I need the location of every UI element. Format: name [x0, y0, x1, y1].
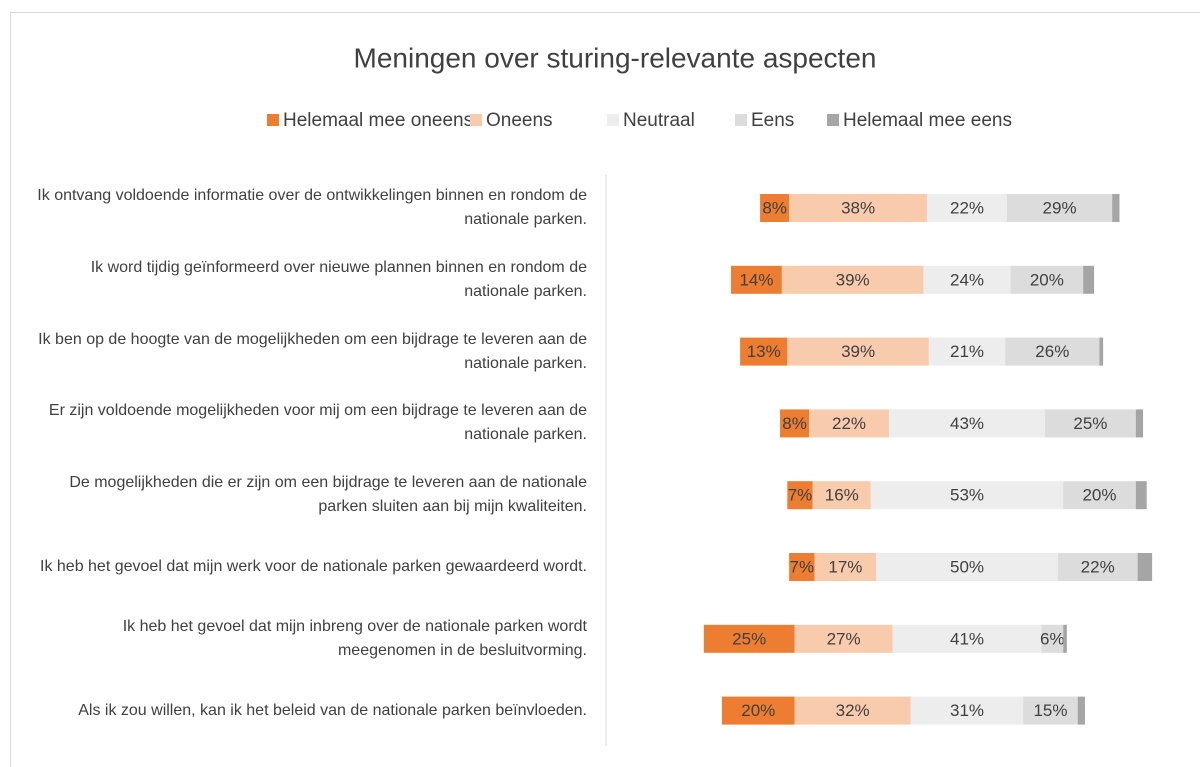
- data-label: 15%: [1033, 701, 1067, 720]
- legend-swatch: [735, 114, 747, 126]
- legend-swatch: [607, 114, 619, 126]
- data-label: 20%: [741, 701, 775, 720]
- data-label: 50%: [950, 557, 984, 576]
- bar-segment: [809, 409, 889, 438]
- category-label: De mogelijkheden die er zijn om een bijd…: [69, 474, 587, 516]
- bar-segment: [760, 194, 790, 222]
- category-label: Ik ben op de hoogte van de mogelijkheden…: [38, 330, 587, 372]
- bar-segment: [1063, 624, 1067, 653]
- category-label: Ik word tijdig geïnformeerd over nieuwe …: [90, 258, 587, 300]
- data-label: 41%: [950, 629, 984, 648]
- bar-segment: [814, 553, 877, 581]
- bar-segment: [892, 624, 1042, 653]
- bar-segment: [794, 696, 911, 725]
- category-label: Als ik zou willen, kan ik het beleid van…: [78, 701, 587, 719]
- data-label: 22%: [1081, 557, 1115, 576]
- bar-segment: [1077, 696, 1085, 725]
- bar-segment: [812, 481, 871, 510]
- category-label: Ik heb het gevoel dat mijn werk voor de …: [40, 558, 587, 575]
- bar-segment: [1135, 409, 1144, 438]
- category-label: Ik heb het gevoel dat mijn inbreng over …: [122, 617, 587, 659]
- data-label: 21%: [950, 342, 984, 361]
- legend-swatch: [827, 114, 839, 126]
- data-label: 25%: [732, 629, 766, 648]
- data-label: 6%: [1040, 629, 1065, 648]
- data-label: 32%: [836, 701, 870, 720]
- data-label: 22%: [950, 198, 984, 217]
- data-label: 39%: [841, 342, 875, 361]
- data-label: 24%: [950, 270, 984, 289]
- data-label: 43%: [950, 414, 984, 433]
- data-label: 31%: [950, 701, 984, 720]
- bar-segment: [1057, 553, 1138, 581]
- bar-segment: [910, 696, 1024, 725]
- bar-segment: [781, 265, 924, 294]
- category-label: Er zijn voldoende mogelijkheden voor mij…: [48, 402, 587, 444]
- data-label: 39%: [836, 270, 870, 289]
- bar-segment: [1112, 194, 1120, 222]
- data-label: 13%: [747, 342, 781, 361]
- data-label: 53%: [950, 486, 984, 505]
- bar-segment: [1023, 696, 1078, 725]
- chart-frame: [10, 12, 1200, 767]
- bar-segment: [787, 481, 813, 510]
- data-label: 17%: [828, 557, 862, 576]
- legend-label: Eens: [751, 110, 794, 131]
- data-label: 29%: [1043, 198, 1077, 217]
- bar-segment: [1010, 265, 1084, 294]
- bar-segment: [1099, 337, 1104, 366]
- data-label: 20%: [1082, 486, 1116, 505]
- legend-label: Oneens: [486, 110, 553, 131]
- bar-segment: [870, 481, 1064, 510]
- bar-segment: [721, 696, 795, 725]
- data-label: 26%: [1035, 342, 1069, 361]
- bar-segment: [1083, 265, 1095, 294]
- bar-segment: [923, 265, 1011, 294]
- bar-segment: [731, 265, 782, 294]
- legend-label: Helemaal mee oneens: [283, 110, 473, 131]
- data-label: 7%: [788, 486, 813, 505]
- bar-segment: [1006, 194, 1113, 222]
- data-label: 14%: [739, 270, 773, 289]
- data-label: 16%: [825, 486, 859, 505]
- data-label: 38%: [841, 198, 875, 217]
- legend-swatch: [267, 114, 279, 126]
- bar-segment: [789, 194, 928, 222]
- bar-segment: [1135, 481, 1147, 510]
- bar-segment: [1063, 481, 1136, 510]
- data-label: 22%: [832, 414, 866, 433]
- bar-segment: [789, 553, 815, 581]
- legend-label: Helemaal mee eens: [843, 110, 1012, 131]
- legend-label: Neutraal: [623, 110, 695, 131]
- bar-segment: [1137, 553, 1153, 581]
- chart-title: Meningen over sturing-relevante aspecten: [354, 42, 877, 73]
- bar-segment: [1045, 409, 1136, 438]
- data-label: 27%: [827, 629, 861, 648]
- category-label: Ik ontvang voldoende informatie over de …: [37, 187, 587, 228]
- bar-segment: [780, 409, 810, 438]
- bar-segment: [928, 337, 1006, 366]
- data-label: 7%: [790, 557, 815, 576]
- legend-swatch: [470, 114, 482, 126]
- bar-segment: [703, 624, 795, 653]
- bar-segment: [740, 337, 788, 366]
- bar-segment: [794, 624, 893, 653]
- data-label: 8%: [782, 414, 807, 433]
- bar-segment: [876, 553, 1058, 581]
- bar-segment: [787, 337, 929, 366]
- bar-segment: [927, 194, 1007, 222]
- bar-segment: [1005, 337, 1100, 366]
- data-label: 20%: [1030, 270, 1064, 289]
- bar-segment: [1041, 624, 1064, 653]
- data-label: 25%: [1073, 414, 1107, 433]
- bar-segment: [888, 409, 1046, 438]
- data-label: 8%: [762, 198, 787, 217]
